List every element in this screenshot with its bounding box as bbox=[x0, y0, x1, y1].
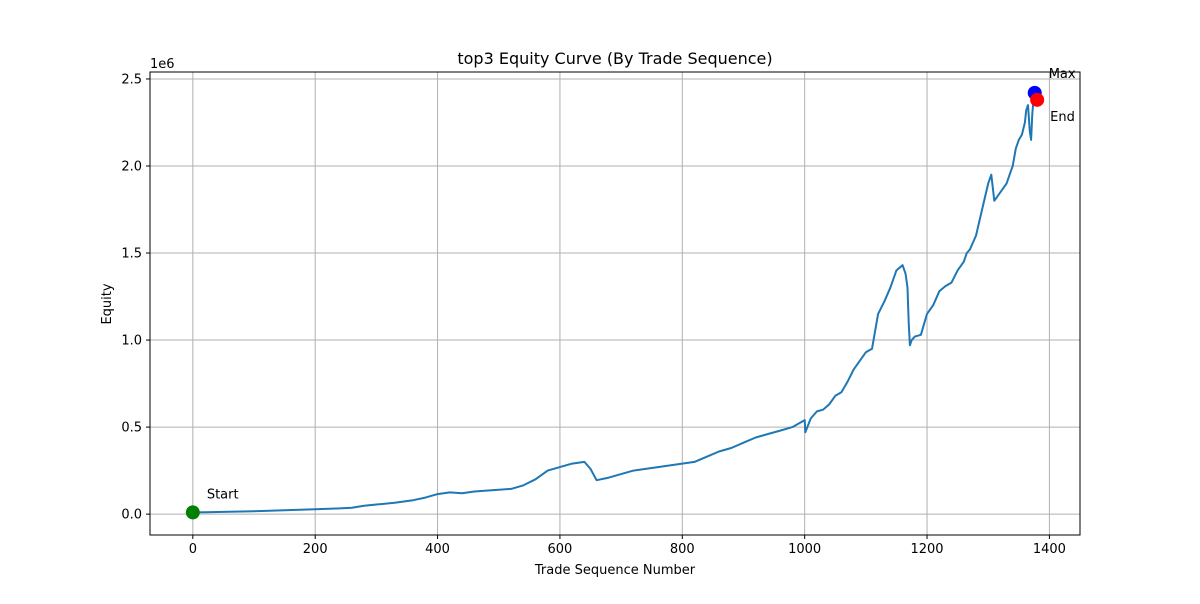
start-label: Start bbox=[207, 487, 239, 502]
x-tick-label: 200 bbox=[303, 542, 328, 557]
x-tick-label: 800 bbox=[670, 542, 695, 557]
chart-title: top3 Equity Curve (By Trade Sequence) bbox=[457, 49, 772, 68]
y-tick-label: 0.5 bbox=[121, 421, 142, 436]
y-axis-offset-label: 1e6 bbox=[150, 57, 175, 72]
series-layer bbox=[192, 91, 1039, 514]
end-label: End bbox=[1050, 110, 1075, 125]
marker-layer: Start Max End bbox=[185, 67, 1076, 520]
y-tick-label: 2.5 bbox=[121, 72, 142, 87]
axes-ticks: 0 200 400 600 800 1000 1200 1400 0.0 0.5 1.0 1.5 2.0… bbox=[121, 72, 1066, 557]
x-tick-label: 400 bbox=[425, 542, 450, 557]
x-tick-label: 1000 bbox=[788, 542, 821, 557]
y-tick-label: 1.0 bbox=[121, 334, 142, 349]
x-tick-label: 1200 bbox=[910, 542, 943, 557]
max-label: Max bbox=[1049, 67, 1076, 82]
y-tick-label: 2.0 bbox=[121, 159, 142, 174]
x-tick-label: 0 bbox=[189, 542, 197, 557]
y-tick-label: 0.0 bbox=[121, 508, 142, 523]
y-axis-label: Equity bbox=[100, 283, 115, 324]
end-marker bbox=[1030, 92, 1045, 107]
start-marker bbox=[185, 505, 200, 520]
plot-frame bbox=[149, 71, 1081, 536]
x-tick-label: 600 bbox=[548, 542, 573, 557]
x-axis-label: Trade Sequence Number bbox=[534, 563, 696, 578]
equity-line bbox=[192, 91, 1039, 514]
y-tick-label: 1.5 bbox=[121, 247, 142, 262]
x-tick-label: 1400 bbox=[1033, 542, 1066, 557]
grid bbox=[150, 72, 1080, 535]
